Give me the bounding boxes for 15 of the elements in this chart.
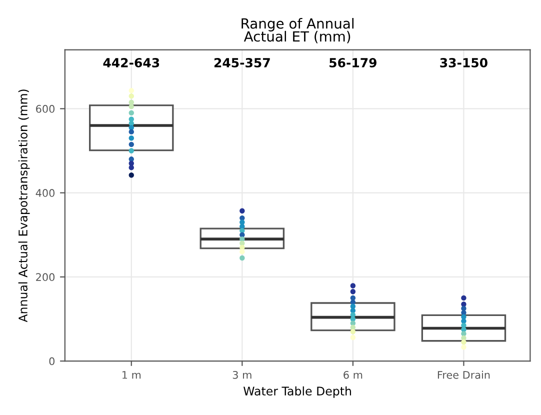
y-axis-title: Annual Actual Evapotranspiration (mm) [18, 90, 30, 322]
x-tick-label: Free Drain [438, 370, 490, 379]
y-tick-label: 600 [36, 104, 55, 113]
x-tick-label: 6 m [344, 370, 362, 379]
y-tick-label: 0 [49, 357, 55, 366]
annotation: 56-179 [330, 58, 376, 68]
y-tick-label: 400 [36, 189, 55, 197]
annotation: 33-150 [440, 58, 488, 68]
x-axis-title: Water Table Depth [243, 386, 351, 398]
chart-title: Range of Annual Actual ET (mm) [242, 18, 354, 44]
x-tick-label: 1 m [122, 371, 141, 379]
y-tick-label: 200 [36, 273, 55, 282]
annotation: 245-357 [214, 58, 270, 68]
x-tick-label: 3 m [232, 370, 252, 379]
annotation: 442-643 [103, 58, 160, 68]
